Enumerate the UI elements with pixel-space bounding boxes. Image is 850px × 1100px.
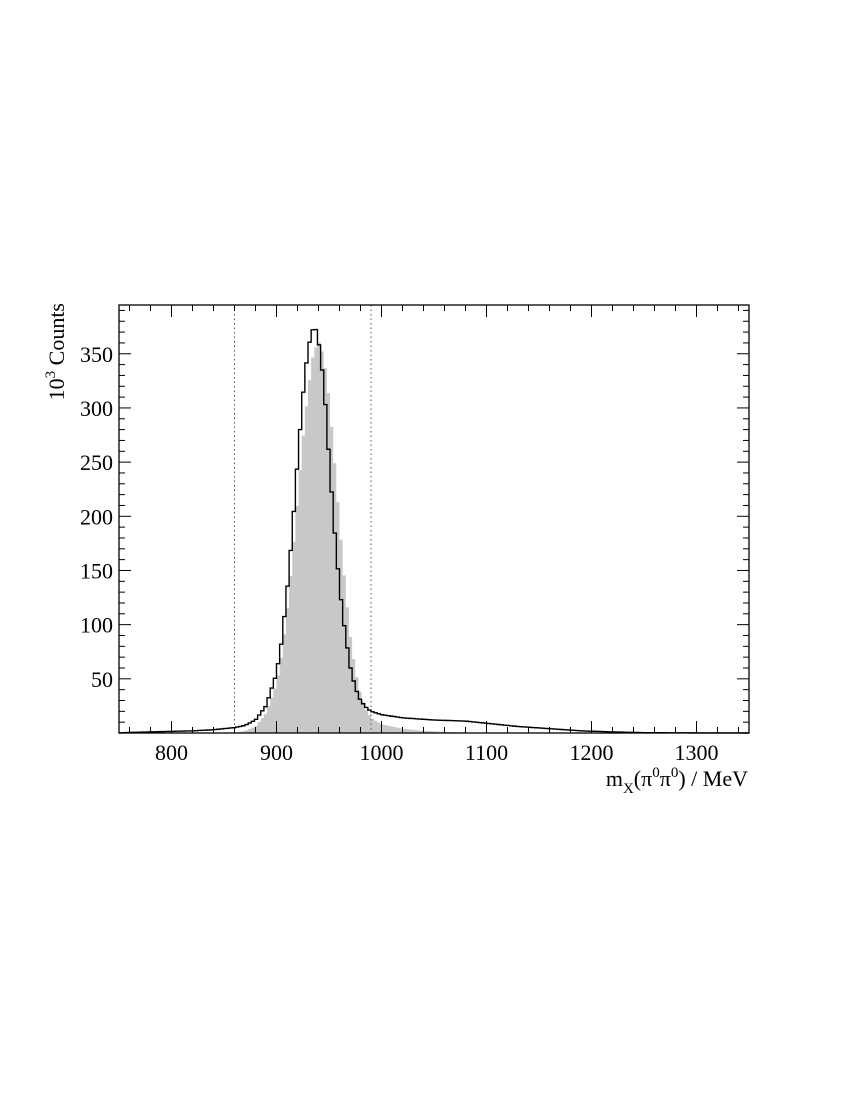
x-tick-label: 900 (260, 740, 293, 765)
x-tick-label: 1100 (465, 740, 508, 765)
histogram-filled (119, 342, 749, 733)
plot-frame (118, 304, 750, 734)
x-title-superscript-2: 0 (671, 765, 679, 781)
y-tick-label: 150 (80, 558, 113, 583)
x-title-superscript-1: 0 (652, 765, 660, 781)
x-title-subscript: X (623, 781, 634, 797)
axes: 800 900 1000 1100 1200 1300 50 100 150 200 250 300 3… (80, 305, 749, 765)
y-tick-label: 100 (80, 613, 113, 638)
x-axis-title: mX(π0π0) / MeV (606, 765, 748, 797)
histogram-outline (119, 328, 749, 734)
y-tick-label: 300 (80, 396, 113, 421)
x-tick-label: 1300 (675, 740, 719, 765)
y-axis-title: 103 Counts (43, 303, 69, 400)
y-tick-label: 50 (91, 667, 113, 692)
x-title-main: m (606, 766, 623, 791)
x-tick-label: 1200 (570, 740, 614, 765)
y-title-rest: Counts (44, 303, 69, 371)
y-tick-label: 350 (80, 342, 113, 367)
x-tick-label: 800 (155, 740, 188, 765)
x-tick-label: 1000 (360, 740, 404, 765)
x-title-end: ) / MeV (678, 766, 748, 791)
plot-area (119, 305, 749, 734)
y-title-base: 10 (44, 378, 69, 400)
x-title-rest: (π (634, 766, 652, 791)
x-title-mid: π (660, 766, 671, 791)
y-title-exponent: 3 (43, 371, 59, 379)
y-tick-label: 250 (80, 450, 113, 475)
y-tick-label: 200 (80, 504, 113, 529)
